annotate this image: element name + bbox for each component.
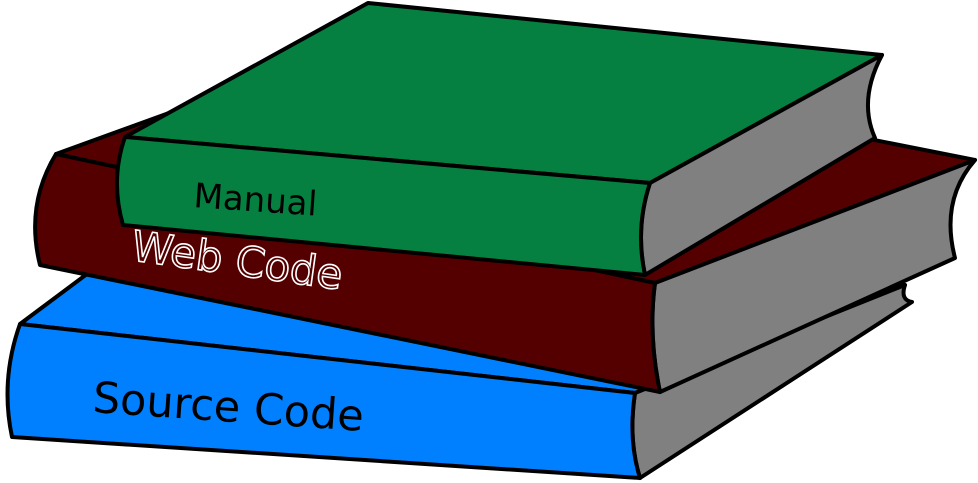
book-manual xyxy=(115,1,884,277)
manual-book-spine xyxy=(115,135,652,277)
source-book-spine xyxy=(5,322,642,480)
manual-book-label: Manual xyxy=(192,176,318,225)
